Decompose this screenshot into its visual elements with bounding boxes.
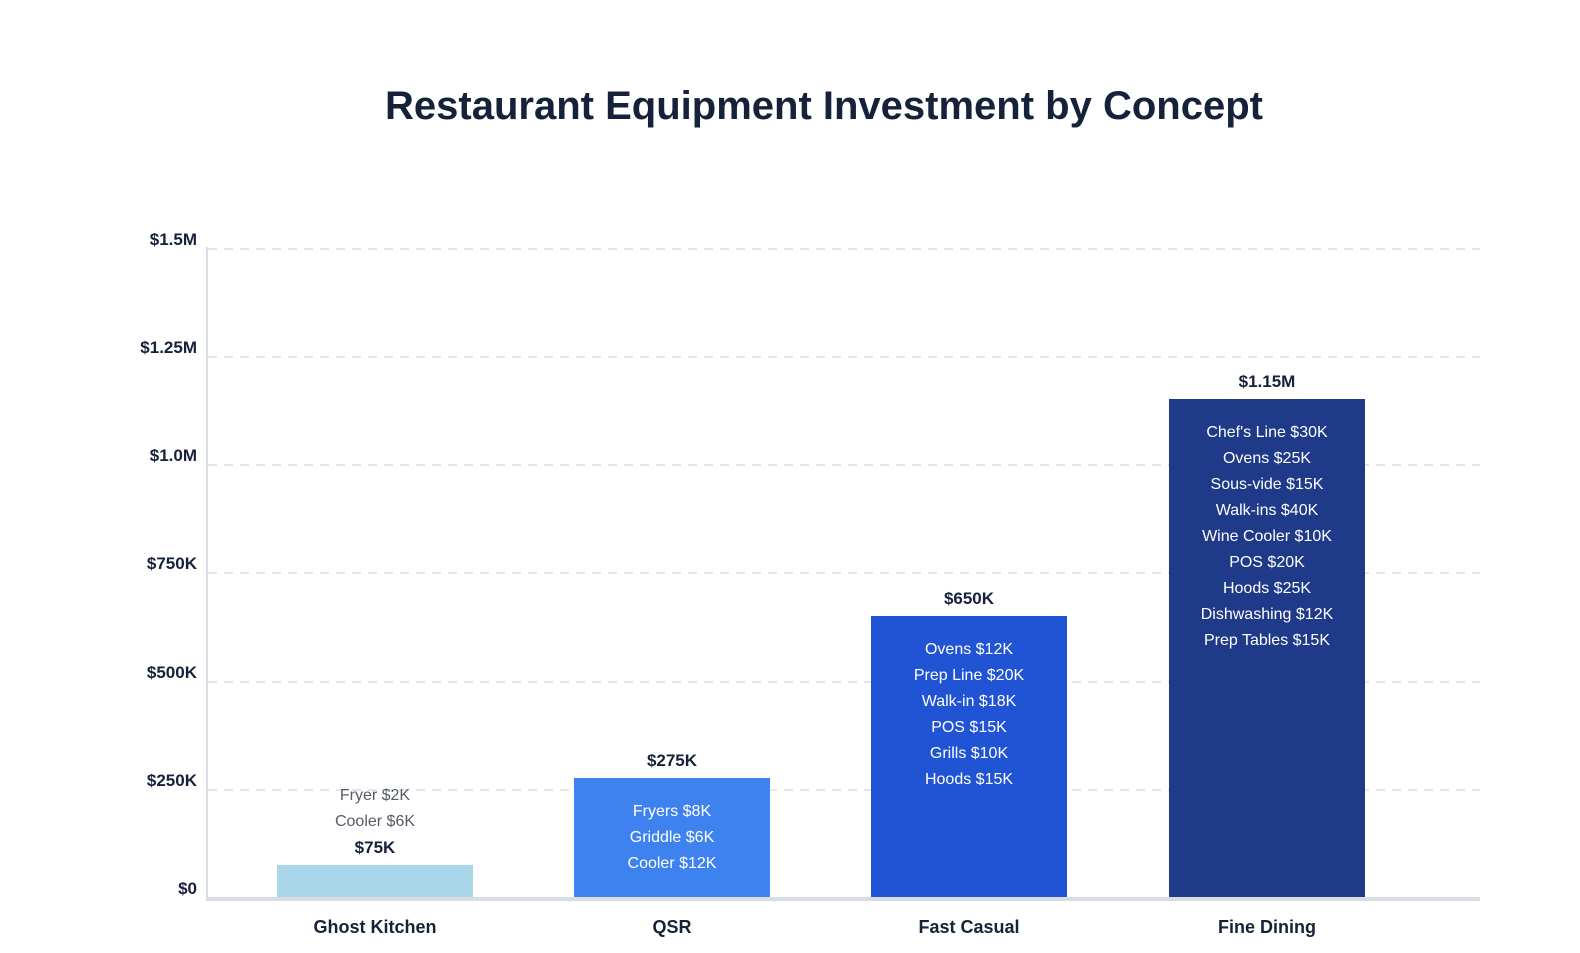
breakdown-label: Chef's Line $30K xyxy=(1206,424,1328,441)
x-axis-label-fine-dining: Fine Dining xyxy=(1218,917,1316,937)
breakdown-label: Grills $10K xyxy=(929,745,1009,762)
bar-group-fine-dining: $1.15M Chef's Line $30K Ovens $25K Sous-vid… xyxy=(1169,372,1365,897)
gridline--1-5m xyxy=(208,248,1480,250)
bar-total-label: $1.15M xyxy=(1238,372,1296,391)
gridline--250k xyxy=(208,789,1480,791)
breakdown-label: Hoods $25K xyxy=(1222,580,1312,597)
breakdown-list-inside: Chef's Line $30K Ovens $25K Sous-vide $15K… xyxy=(1169,399,1365,654)
breakdown-label: POS $20K xyxy=(1229,554,1305,571)
bar-total-label: $75K xyxy=(354,838,396,857)
y-axis-tick-label: $1.5M xyxy=(149,230,197,249)
bar-group-ghost-kitchen: Fryer $2K Cooler $6K $75K xyxy=(277,783,473,897)
breakdown-label: Hoods $15K xyxy=(924,771,1014,788)
breakdown-list-inside: Fryers $8K Griddle $6K Cooler $12K xyxy=(574,778,770,877)
bar-fine-dining: Chef's Line $30K Ovens $25K Sous-vide $15K… xyxy=(1169,399,1365,897)
bar-group-fast-casual: $650K Ovens $12K Prep Line $20K Walk-in $18… xyxy=(871,589,1067,897)
x-axis-label-ghost-kitchen: Ghost Kitchen xyxy=(313,917,437,937)
y-axis-tick-label: $750K xyxy=(146,554,197,573)
breakdown-label: Prep Tables $15K xyxy=(1203,632,1330,649)
bar-total-label: $650K xyxy=(943,589,995,608)
x-axis-label-fast-casual: Fast Casual xyxy=(918,917,1020,937)
y-axis-tick-label: $250K xyxy=(146,771,197,790)
breakdown-label: Prep Line $20K xyxy=(913,667,1025,684)
breakdown-list-inside: Ovens $12K Prep Line $20K Walk-in $18K POS … xyxy=(871,616,1067,793)
breakdown-label: Griddle $6K xyxy=(629,829,715,846)
breakdown-label: Dishwashing $12K xyxy=(1200,606,1334,623)
bar-total-label: $275K xyxy=(646,751,698,770)
breakdown-list-above: Fryer $2K Cooler $6K xyxy=(335,783,415,835)
breakdown-label: Ovens $25K xyxy=(1222,450,1312,467)
breakdown-label: Fryers $8K xyxy=(632,803,712,820)
y-axis-tick-label: $1.25M xyxy=(140,338,197,357)
y-axis-tick-label: $0 xyxy=(178,879,197,898)
gridline--500k xyxy=(208,681,1480,683)
breakdown-label: Ovens $12K xyxy=(924,641,1014,658)
x-axis-label-qsr: QSR xyxy=(652,917,692,937)
breakdown-label: Fryer $2K xyxy=(339,787,411,804)
breakdown-label: POS $15K xyxy=(931,719,1007,736)
chart-title: Restaurant Equipment Investment by Conce… xyxy=(385,84,1263,128)
bar-fast-casual: Ovens $12K Prep Line $20K Walk-in $18K POS … xyxy=(871,616,1067,897)
breakdown-label: Walk-ins $40K xyxy=(1215,502,1319,519)
gridline--1-25m xyxy=(208,356,1480,358)
gridline--1-0m xyxy=(208,464,1480,466)
x-axis-line xyxy=(206,897,1480,901)
y-axis-tick-label: $500K xyxy=(146,663,197,682)
bar-group-qsr: $275K Fryers $8K Griddle $6K Cooler $12K xyxy=(574,751,770,897)
breakdown-label: Sous-vide $15K xyxy=(1210,476,1324,493)
y-axis-tick-label: $1.0M xyxy=(149,446,197,465)
gridline--750k xyxy=(208,572,1480,574)
breakdown-label: Cooler $12K xyxy=(627,855,717,872)
breakdown-label: Wine Cooler $10K xyxy=(1202,528,1332,545)
bar-ghost-kitchen xyxy=(277,865,473,897)
y-axis-line xyxy=(206,247,208,901)
breakdown-label: Walk-in $18K xyxy=(921,693,1017,710)
bar-qsr: Fryers $8K Griddle $6K Cooler $12K xyxy=(574,778,770,897)
breakdown-label: Cooler $6K xyxy=(334,813,416,830)
